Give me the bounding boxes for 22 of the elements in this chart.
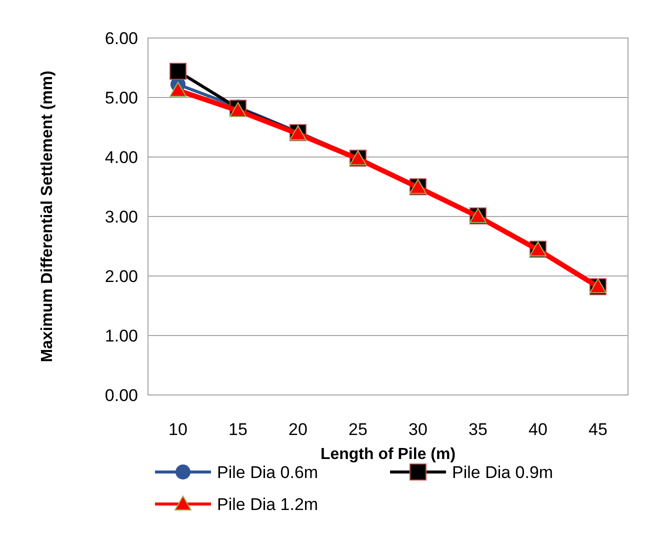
x-axis-title: Length of Pile (m)	[320, 446, 456, 463]
x-tick-label: 20	[288, 420, 308, 439]
y-tick-label: 0.00	[104, 386, 138, 405]
y-tick-label: 3.00	[104, 207, 138, 226]
legend-label: Pile Dia 1.2m	[217, 494, 318, 514]
x-tick-label: 15	[228, 420, 248, 439]
point	[170, 62, 186, 80]
x-tick-label: 40	[528, 420, 548, 439]
y-tick-label: 4.00	[104, 148, 138, 167]
y-tick-label: 2.00	[104, 266, 138, 286]
legend-label: Pile Dia 0.6m	[217, 462, 318, 482]
x-tick-label: 25	[348, 420, 368, 439]
y-tick-label: 1.00	[104, 326, 138, 346]
x-tick-label: 10	[168, 420, 188, 439]
y-tick-label: 6.00	[104, 28, 138, 48]
x-tick-label: 30	[408, 420, 428, 439]
x-tick-label: 35	[468, 420, 488, 439]
legend-label: Pile Dia 0.9m	[452, 462, 554, 482]
y-axis-title: Maximum Differential Settlement (mm)	[39, 70, 56, 362]
point	[170, 82, 186, 97]
y-tick-label: 5.00	[104, 88, 138, 108]
x-tick-label: 45	[588, 420, 608, 439]
